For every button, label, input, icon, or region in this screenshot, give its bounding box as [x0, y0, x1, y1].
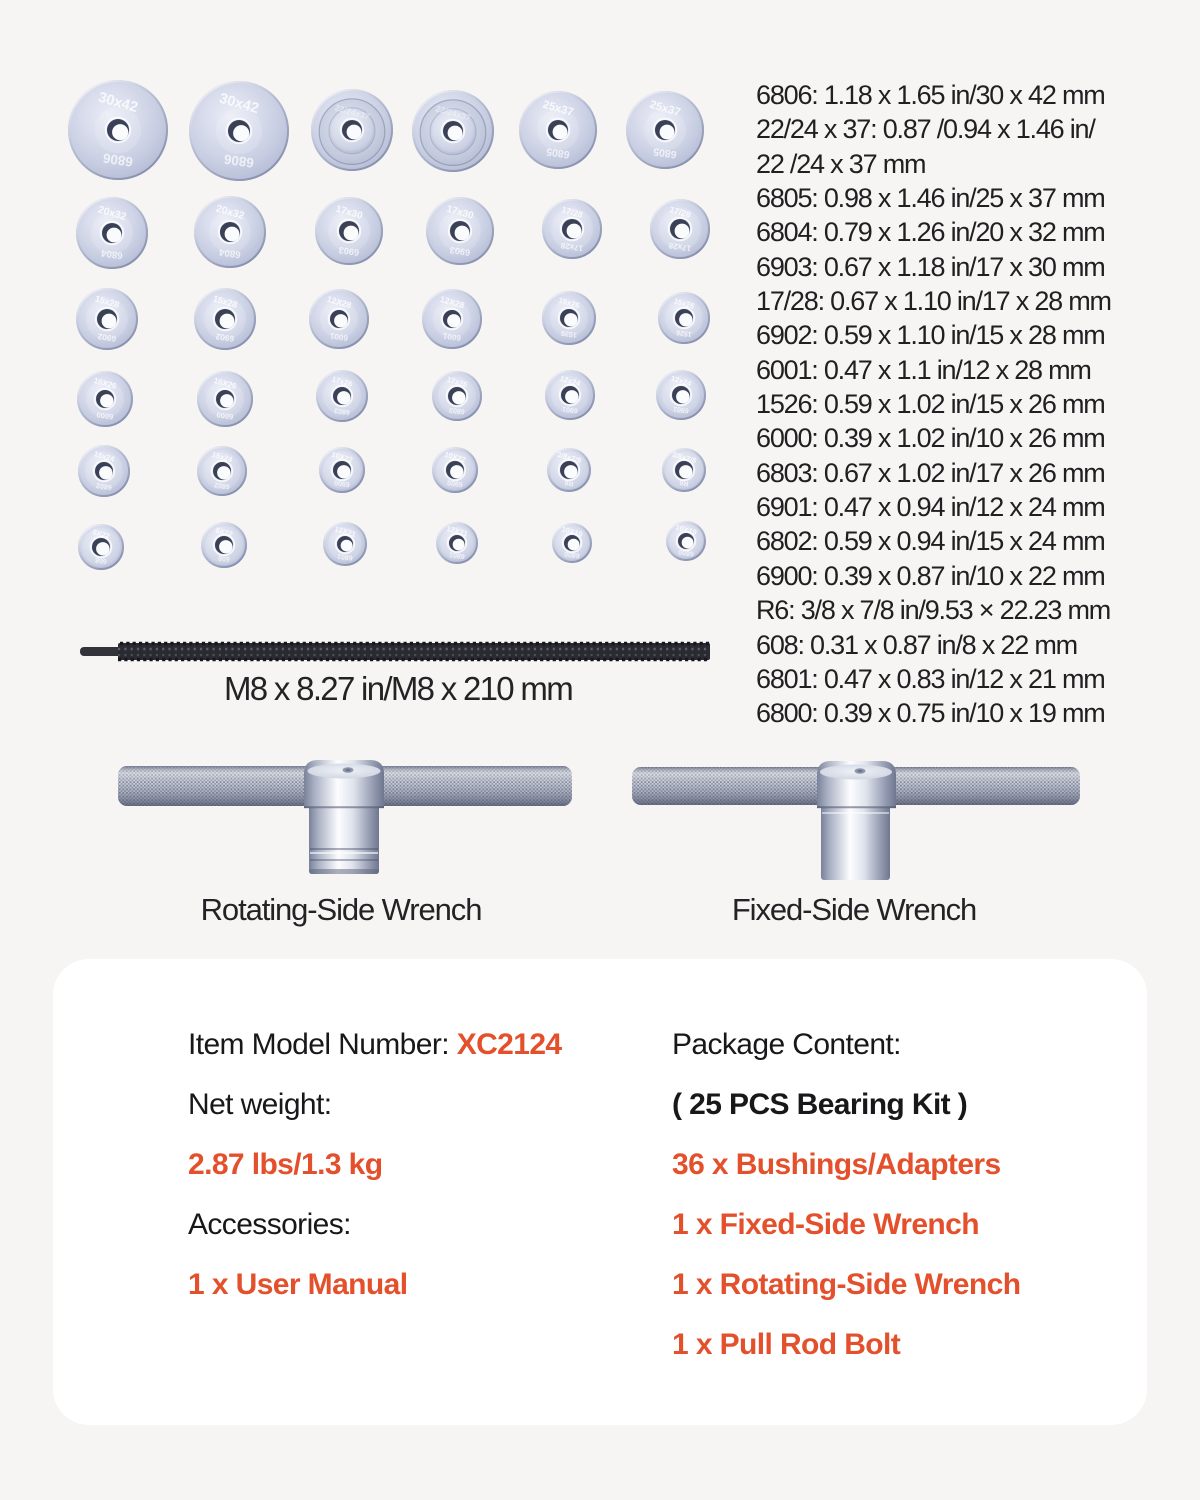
svg-text:17x28: 17x28 — [668, 241, 692, 253]
svg-text:6803: 6803 — [334, 406, 351, 415]
svg-text:608: 608 — [95, 556, 108, 565]
svg-text:6801: 6801 — [449, 550, 466, 559]
svg-text:6000: 6000 — [216, 410, 234, 421]
svg-text:6900: 6900 — [447, 478, 464, 487]
svg-text:6902: 6902 — [97, 331, 117, 344]
svg-text:6805: 6805 — [545, 145, 570, 160]
svg-text:6800: 6800 — [564, 550, 581, 559]
svg-text:6805: 6805 — [652, 145, 677, 160]
svg-text:6804: 6804 — [100, 247, 123, 261]
svg-text:6802: 6802 — [214, 481, 231, 490]
svg-text:6901: 6901 — [562, 405, 579, 414]
svg-text:6001: 6001 — [442, 331, 462, 342]
svg-text:6802: 6802 — [96, 481, 113, 490]
svg-text:1526: 1526 — [560, 329, 577, 340]
svg-text:6901: 6901 — [673, 405, 690, 414]
svg-text:6806: 6806 — [222, 151, 254, 170]
svg-text:17x28: 17x28 — [560, 241, 584, 253]
svg-text:6000: 6000 — [96, 410, 114, 421]
svg-text:6806: 6806 — [101, 150, 133, 169]
svg-text:6801: 6801 — [337, 552, 354, 561]
svg-text:6803: 6803 — [449, 406, 466, 415]
svg-text:R6: R6 — [564, 478, 574, 486]
svg-text:6800: 6800 — [678, 548, 695, 557]
svg-text:6804: 6804 — [218, 246, 241, 260]
svg-text:R6: R6 — [679, 478, 689, 486]
svg-text:6900: 6900 — [334, 478, 351, 487]
svg-text:608: 608 — [218, 554, 231, 563]
svg-text:6902: 6902 — [215, 331, 235, 344]
svg-text:6903: 6903 — [338, 245, 360, 258]
svg-text:6001: 6001 — [329, 331, 349, 342]
svg-text:1526: 1526 — [676, 328, 693, 337]
svg-text:6903: 6903 — [449, 245, 471, 258]
